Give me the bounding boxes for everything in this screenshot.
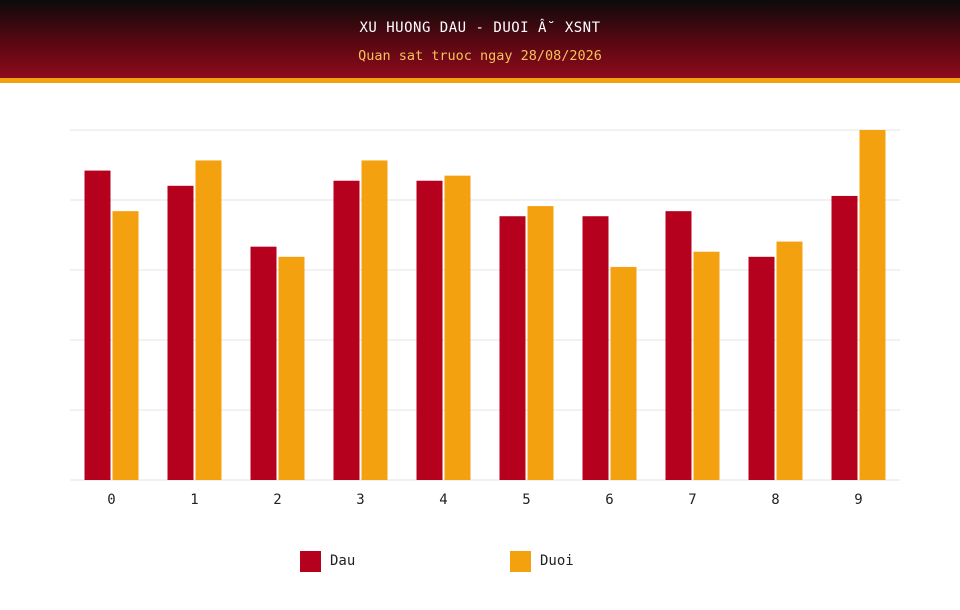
x-tick-label: 7 <box>688 492 696 508</box>
bar-duoi-5[interactable] <box>527 206 554 480</box>
legend-label-duoi: Duoi <box>540 553 574 569</box>
x-tick-label: 0 <box>107 492 115 508</box>
bar-duoi-7[interactable] <box>693 251 720 480</box>
bar-dau-5[interactable] <box>499 216 526 481</box>
legend-item-duoi[interactable]: Duoi <box>510 550 574 572</box>
bar-dau-7[interactable] <box>665 211 692 480</box>
bar-dau-3[interactable] <box>333 180 360 480</box>
bar-duoi-4[interactable] <box>444 175 471 481</box>
bar-dau-9[interactable] <box>831 195 858 481</box>
bar-dau-4[interactable] <box>416 180 443 480</box>
x-tick-label: 5 <box>522 492 530 508</box>
legend-swatch-duoi <box>510 550 531 572</box>
chart-subtitle: Quan sat truoc ngay 28/08/2026 <box>358 48 602 64</box>
legend-label-dau: Dau <box>330 553 356 569</box>
x-tick-label: 9 <box>854 492 862 508</box>
bar-duoi-0[interactable] <box>112 211 139 480</box>
x-tick-label: 6 <box>605 492 613 508</box>
x-tick-label: 2 <box>273 492 281 508</box>
bar-duoi-3[interactable] <box>361 160 388 480</box>
x-tick-label: 4 <box>439 492 447 508</box>
legend-item-dau[interactable]: Dau <box>300 550 355 572</box>
header-accent-stripe <box>0 78 960 83</box>
bar-duoi-2[interactable] <box>278 256 305 480</box>
bar-dau-8[interactable] <box>748 256 775 480</box>
bar-duoi-1[interactable] <box>195 160 222 480</box>
bar-dau-1[interactable] <box>167 185 194 480</box>
legend-swatch-dau <box>300 550 321 572</box>
bar-dau-6[interactable] <box>582 216 609 481</box>
bar-dau-0[interactable] <box>84 170 111 480</box>
chart-title: XU HUONG DAU - DUOI Â˘ XSNT <box>359 20 601 36</box>
bar-duoi-6[interactable] <box>610 266 637 480</box>
bar-duoi-8[interactable] <box>776 241 803 480</box>
x-tick-label: 1 <box>190 492 198 508</box>
x-tick-label: 8 <box>771 492 779 508</box>
x-tick-label: 3 <box>356 492 364 508</box>
bar-dau-2[interactable] <box>250 246 277 480</box>
chart-header <box>0 0 960 78</box>
bar-duoi-9[interactable] <box>859 130 886 480</box>
